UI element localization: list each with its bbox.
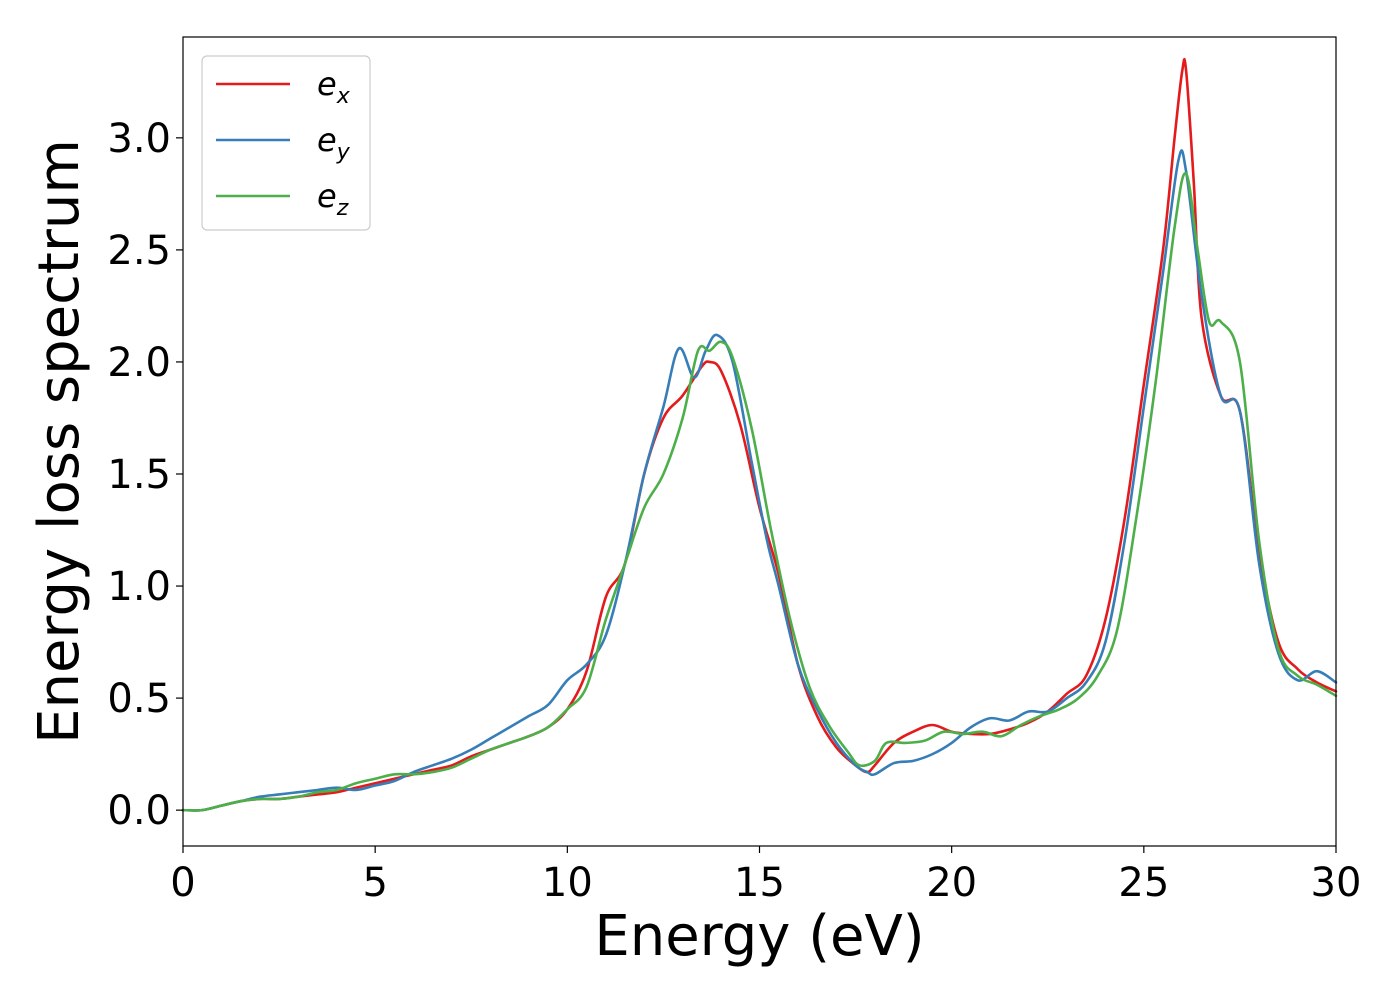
legend-box <box>201 55 371 231</box>
series-layer <box>181 58 1338 812</box>
x-tick-label: 10 <box>542 860 593 906</box>
x-tick-label: 20 <box>926 860 977 906</box>
x-tick-label: 25 <box>1118 860 1169 906</box>
series-line-e-z <box>181 172 1338 812</box>
y-tick-label: 3.0 <box>107 116 171 162</box>
x-tick-label: 5 <box>362 860 387 906</box>
x-tick-label: 30 <box>1311 860 1362 906</box>
y-tick-label: 0.0 <box>107 788 171 834</box>
y-tick-label: 1.0 <box>107 564 171 610</box>
x-tick-label: 15 <box>734 860 785 906</box>
y-tick-label: 2.0 <box>107 340 171 386</box>
y-tick-label: 0.5 <box>107 676 171 722</box>
x-axis-label: Energy (eV) <box>594 904 924 969</box>
y-tick-label: 1.5 <box>107 452 171 498</box>
y-axis: 0.0 0.5 1.0 1.5 2.0 2.5 3.0 <box>107 116 183 834</box>
series-line-e-y <box>181 149 1338 812</box>
x-tick-label: 0 <box>170 860 195 906</box>
x-axis: 0 5 10 15 20 25 30 <box>170 846 1361 906</box>
y-axis-label: Energy loss spectrum <box>27 139 92 744</box>
y-tick-label: 2.5 <box>107 228 171 274</box>
